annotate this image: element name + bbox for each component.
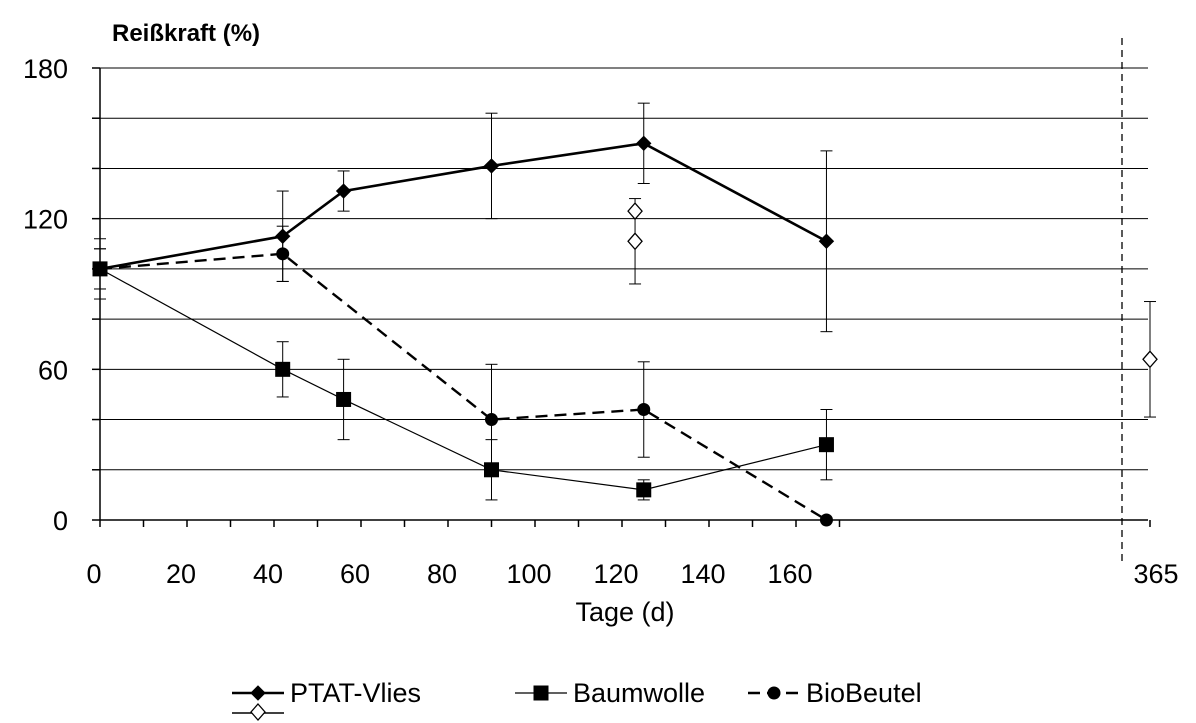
data-point bbox=[627, 232, 643, 251]
legend-marker bbox=[250, 703, 266, 721]
legend-marker bbox=[250, 685, 266, 701]
series-line bbox=[99, 252, 828, 522]
legend-marker bbox=[767, 686, 781, 700]
legend-item: BioBeutel bbox=[748, 678, 922, 708]
data-point bbox=[335, 183, 352, 199]
data-point bbox=[637, 403, 651, 417]
series-line bbox=[99, 268, 827, 491]
x-tick-label: 100 bbox=[506, 559, 551, 589]
series-line bbox=[99, 141, 828, 271]
legend-item: PTAT-Vlies bbox=[232, 678, 421, 721]
tick-labels: 0 60 120 180 0 20 40 60 80 100 120 140 160 365 bbox=[23, 54, 1179, 589]
legend-label: BioBeutel bbox=[806, 678, 922, 708]
axes bbox=[92, 38, 1151, 565]
legend: PTAT-Vlies Baumwolle BioBeutel bbox=[232, 678, 922, 721]
data-point bbox=[636, 482, 652, 498]
x-tick-label: 20 bbox=[166, 559, 196, 589]
series-1 bbox=[627, 198, 1158, 418]
y-tick-label: 120 bbox=[23, 205, 68, 235]
data-point bbox=[93, 262, 107, 276]
series-layer bbox=[92, 102, 1158, 527]
data-point bbox=[627, 202, 643, 221]
data-point bbox=[276, 247, 290, 261]
legend-item: Baumwolle bbox=[515, 678, 705, 708]
x-tick-label: 0 bbox=[86, 559, 101, 589]
chart-title: Reißkraft (%) bbox=[112, 20, 260, 47]
x-tick-label: 60 bbox=[340, 559, 370, 589]
data-point bbox=[483, 158, 500, 174]
data-point bbox=[485, 413, 498, 427]
series-3 bbox=[93, 225, 833, 527]
x-tick-label: 140 bbox=[680, 559, 725, 589]
data-point bbox=[818, 437, 834, 453]
data-point bbox=[636, 135, 652, 152]
x-tick-label: 160 bbox=[767, 559, 812, 589]
series-0 bbox=[92, 102, 835, 333]
data-point bbox=[818, 233, 835, 249]
x-tick-label: 40 bbox=[253, 559, 283, 589]
x-tick-label: 80 bbox=[427, 559, 457, 589]
series-2 bbox=[92, 248, 834, 501]
legend-label: PTAT-Vlies bbox=[290, 678, 421, 708]
legend-marker bbox=[533, 685, 549, 701]
x-break-tick-label: 365 bbox=[1133, 559, 1178, 589]
data-point bbox=[275, 361, 291, 377]
data-point bbox=[336, 391, 352, 407]
y-tick-label: 0 bbox=[53, 506, 68, 536]
y-tick-label: 60 bbox=[38, 355, 68, 385]
legend-label: Baumwolle bbox=[573, 678, 705, 708]
gridlines bbox=[100, 67, 1148, 471]
data-point bbox=[819, 513, 833, 527]
data-point bbox=[1142, 350, 1158, 369]
y-tick-label: 180 bbox=[23, 54, 68, 84]
x-axis-label: Tage (d) bbox=[575, 597, 674, 627]
x-tick-label: 120 bbox=[593, 559, 638, 589]
